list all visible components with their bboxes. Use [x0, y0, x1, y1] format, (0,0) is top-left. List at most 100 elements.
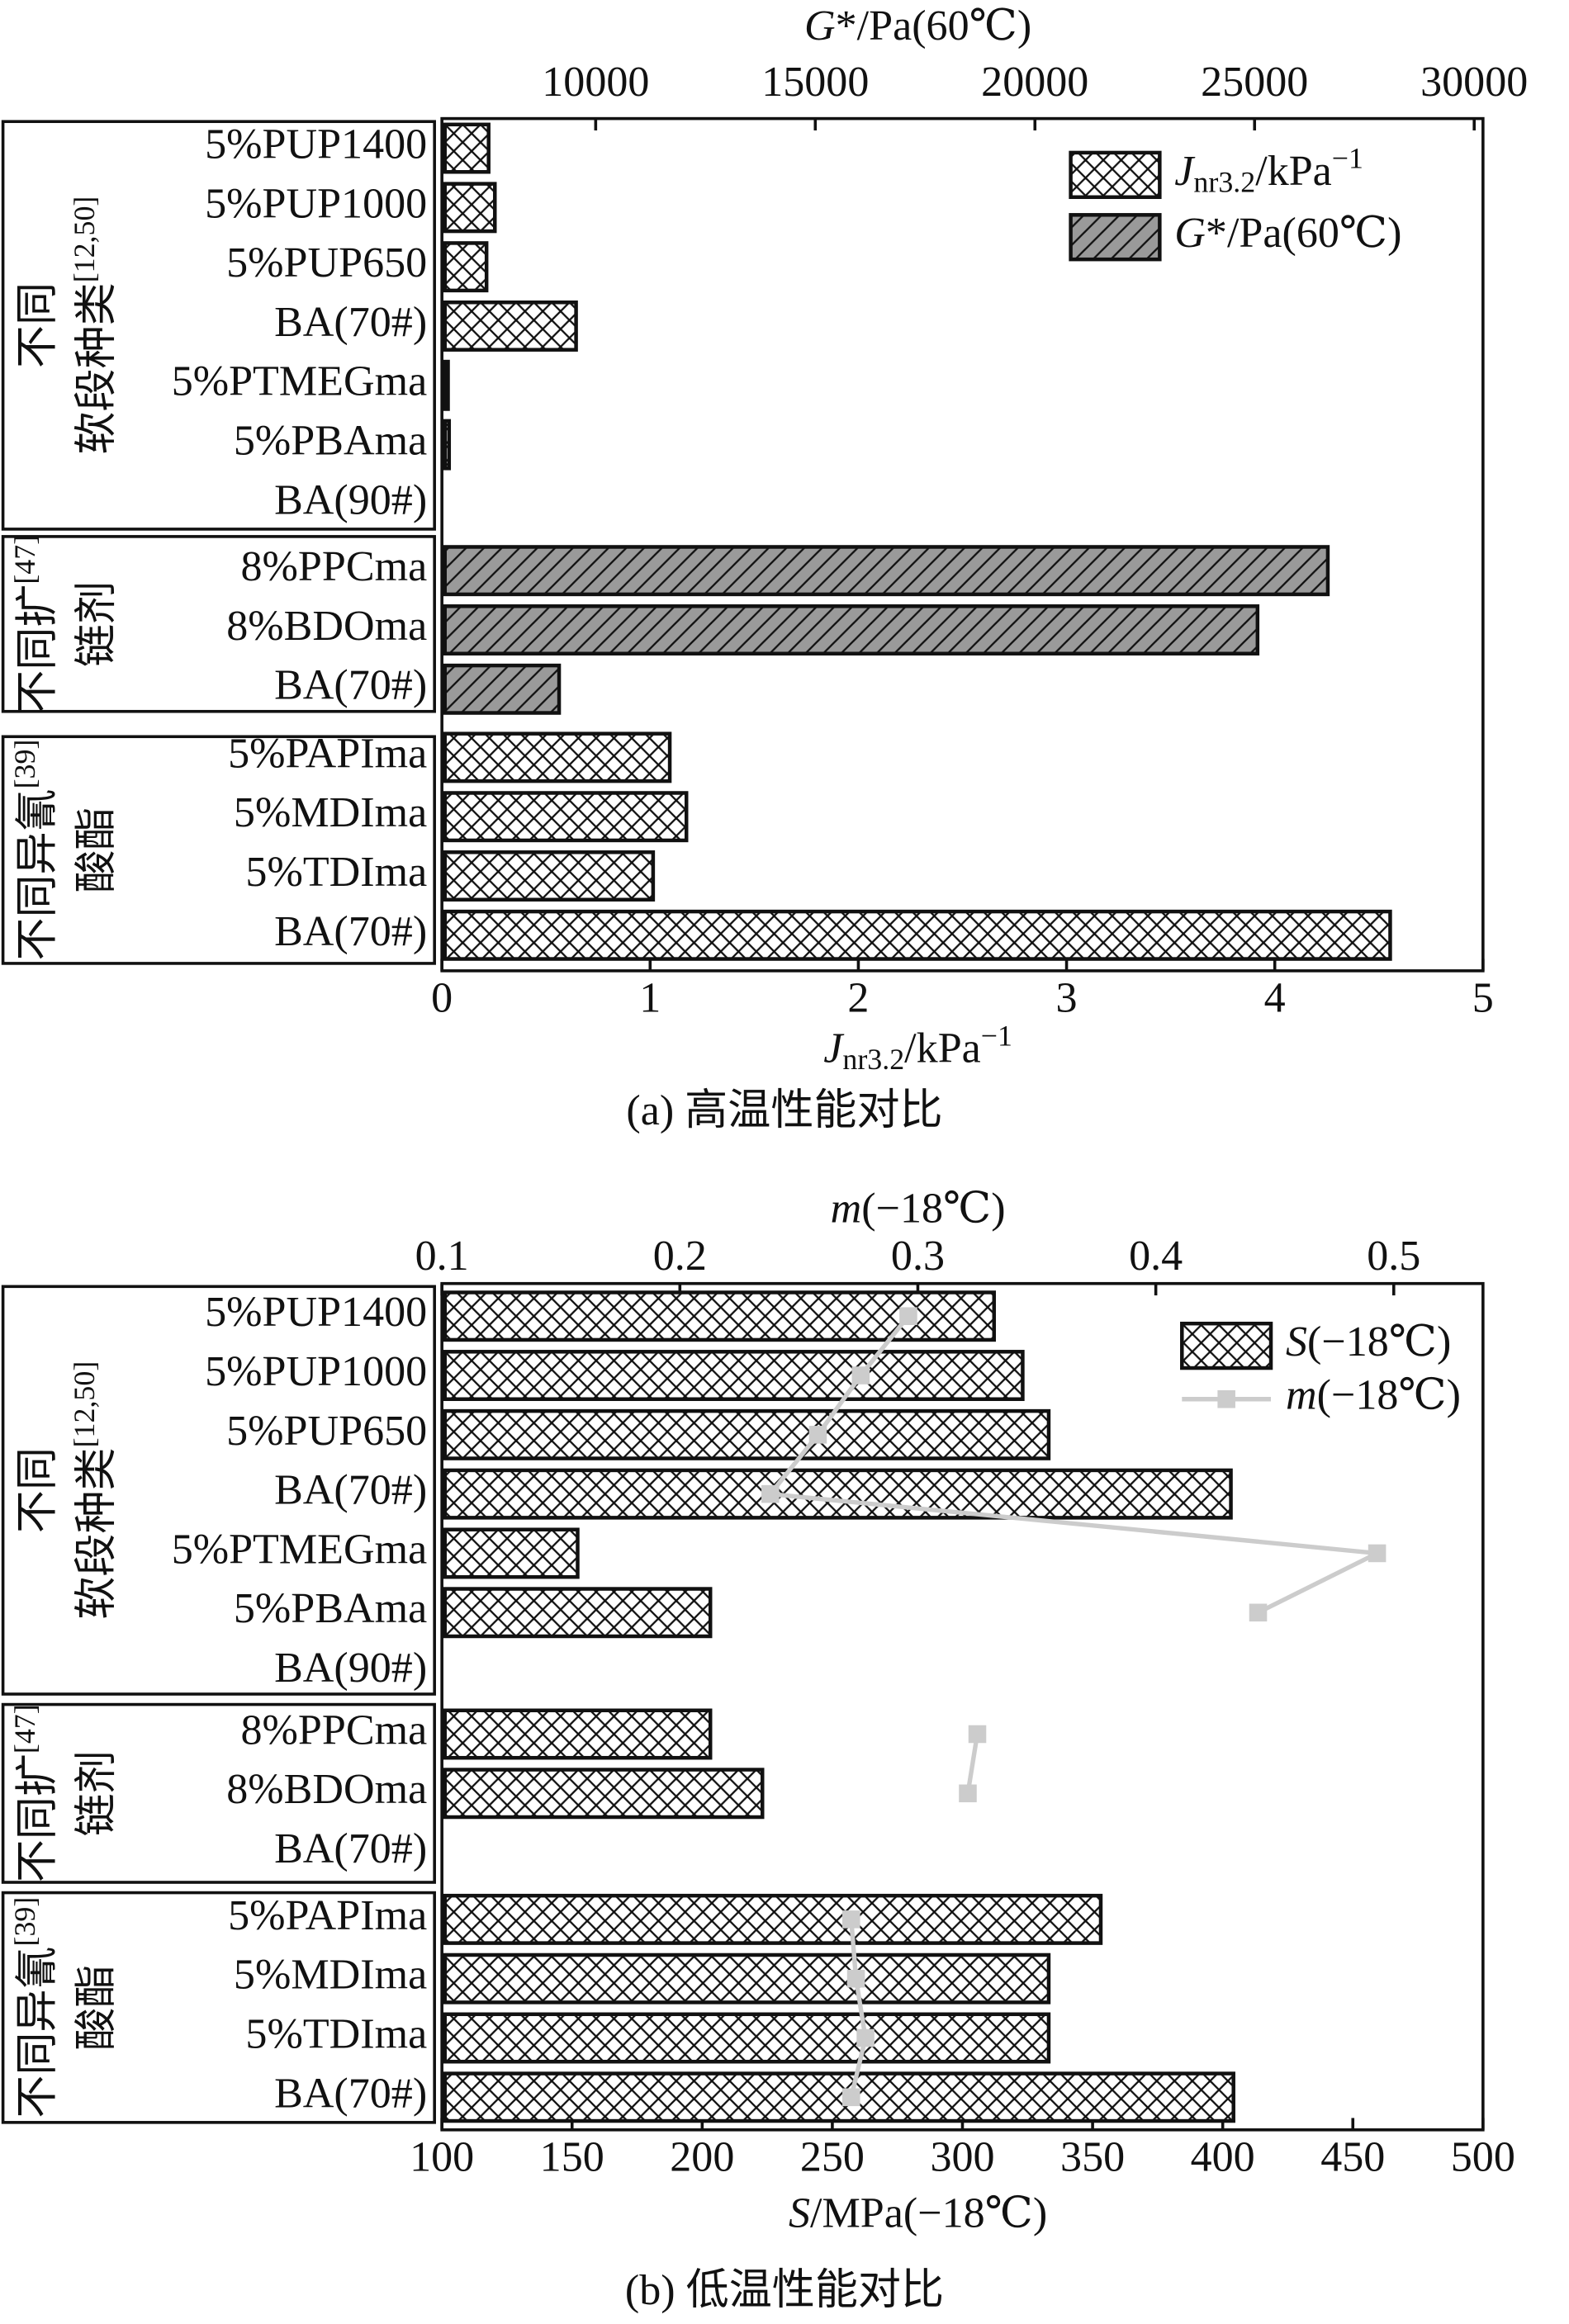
label: 酸酯 — [73, 1965, 121, 2051]
x-tick-label: 0 — [431, 975, 453, 1022]
label-part: [12,50] — [68, 1361, 101, 1448]
group-box — [1, 1891, 436, 2124]
marker — [842, 2088, 860, 2107]
category-label: 5%MDIma — [234, 1952, 427, 1999]
label: 软段种类[12,50] — [68, 196, 121, 455]
label-part: nr3.2 — [1193, 166, 1255, 199]
marker — [899, 1307, 917, 1325]
x2-tick-label: 0.1 — [415, 1233, 469, 1280]
x-tick-label: 2 — [847, 975, 869, 1022]
label-part: J — [1174, 148, 1196, 195]
x2-tick-label: 25000 — [1201, 59, 1308, 106]
x2-tick-label: 10000 — [542, 59, 649, 106]
group-box — [1, 120, 436, 531]
category-label: 5%PUP1000 — [205, 1348, 427, 1395]
category-label: 5%PUP1000 — [205, 180, 427, 227]
label-part: [39] — [8, 740, 41, 789]
x-tick-label: 300 — [930, 2133, 994, 2180]
bar — [443, 241, 489, 293]
label: 不同异氰[39] — [8, 1897, 61, 2118]
x-tick-label: 400 — [1191, 2133, 1255, 2180]
label: 不同 — [14, 282, 61, 368]
label-part: [47] — [8, 535, 41, 585]
category-label: 8%BDOma — [226, 1766, 427, 1813]
category-label: 5%PUP650 — [226, 239, 427, 286]
group-box — [1, 1285, 436, 1696]
marker — [846, 1969, 865, 1988]
label-part: [39] — [8, 1897, 41, 1947]
marker — [761, 1484, 780, 1503]
bar — [443, 1708, 713, 1760]
label: G*/Pa(60℃) — [1174, 210, 1401, 257]
x2-tick-label: 0.3 — [891, 1233, 945, 1280]
x-tick-label: 3 — [1056, 975, 1078, 1022]
label-part: −1 — [981, 1020, 1012, 1053]
label-part: 软段种类 — [73, 282, 121, 454]
x-tick-label: 5 — [1472, 975, 1494, 1022]
marker — [851, 1366, 870, 1384]
x-tick-label: 1 — [639, 975, 661, 1022]
label-part: */Pa(60℃) — [1206, 210, 1402, 257]
label-part: /kPa — [904, 1025, 981, 1072]
marker — [856, 2028, 875, 2047]
x-tick-label: 4 — [1264, 975, 1286, 1022]
bar — [443, 1350, 1025, 1401]
plot-frame — [440, 1281, 1485, 2132]
bar — [443, 1952, 1051, 2005]
bar — [443, 545, 1330, 597]
category-label: BA(70#) — [274, 1825, 427, 1872]
category-label: 5%PUP650 — [226, 1408, 427, 1455]
x2-tick-label: 15000 — [761, 59, 869, 106]
line — [849, 1919, 868, 2098]
label-part: nr3.2 — [842, 1043, 904, 1076]
label-part: 不同 — [14, 282, 61, 368]
legend-swatch — [1069, 213, 1162, 262]
label-part: [47] — [8, 1704, 41, 1754]
category-label: BA(90#) — [274, 1645, 427, 1692]
line — [766, 1314, 1386, 1615]
bar — [443, 182, 497, 234]
bar — [443, 2012, 1051, 2064]
bar — [443, 1408, 1051, 1460]
x2-tick-label: 30000 — [1420, 59, 1528, 106]
label-part: 不同异氰 — [14, 788, 61, 960]
label: Jnr3.2/kPa−1 — [1174, 142, 1363, 199]
bar — [443, 791, 689, 843]
label-part: m — [831, 1185, 862, 1232]
marker — [808, 1426, 827, 1444]
category-label: 8%PPCma — [241, 543, 428, 590]
category-label: BA(70#) — [274, 1467, 427, 1514]
plot-frame — [440, 116, 1485, 973]
label-part: 链剂 — [73, 581, 121, 667]
label: 不同扩[47] — [8, 1704, 61, 1882]
legend-marker — [1217, 1389, 1235, 1408]
bar — [443, 604, 1260, 656]
label: 链剂 — [73, 581, 121, 667]
category-label: BA(70#) — [274, 299, 427, 346]
label-part: m — [1286, 1372, 1317, 1419]
x-tick-label: 150 — [540, 2133, 604, 2180]
category-label: BA(90#) — [274, 476, 427, 523]
marker — [1249, 1603, 1268, 1622]
category-label: 5%PBAma — [234, 418, 427, 465]
x-tick-label: 500 — [1451, 2133, 1515, 2180]
marker — [959, 1784, 977, 1803]
label-part: /MPa(−18℃) — [810, 2190, 1047, 2237]
label: 软段种类[12,50] — [68, 1361, 121, 1620]
bar — [443, 359, 450, 411]
bar — [443, 1587, 713, 1639]
label-part: G — [804, 2, 836, 50]
category-label: BA(70#) — [274, 2070, 427, 2117]
label-part: 不同扩 — [14, 1754, 61, 1882]
category-label: 5%PTMEGma — [172, 358, 428, 405]
label: m(−18℃) — [1286, 1372, 1461, 1419]
label-part: J — [823, 1025, 845, 1072]
bar — [443, 1468, 1233, 1520]
label: G*/Pa(60℃) — [804, 2, 1031, 50]
bar — [443, 419, 452, 471]
category-label: 5%PUP1400 — [205, 121, 427, 168]
x2-tick-label: 20000 — [981, 59, 1088, 106]
bar — [443, 1527, 580, 1579]
label-part: −1 — [1332, 142, 1363, 175]
